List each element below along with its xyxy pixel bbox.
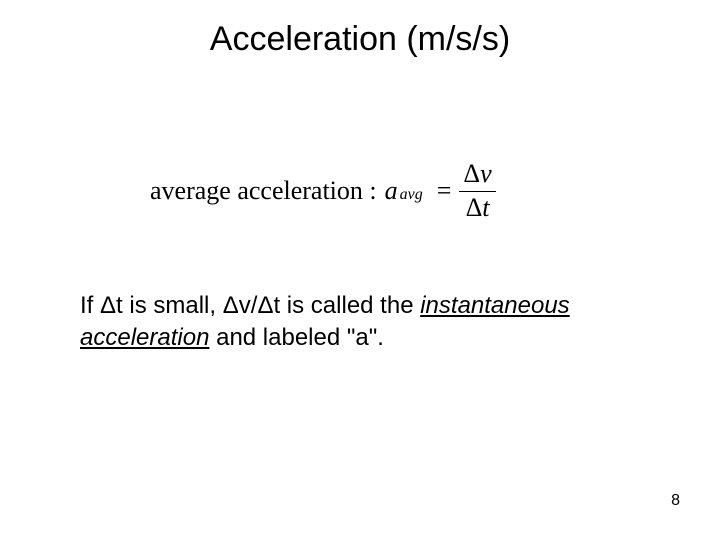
body-text: If Δt is small, Δv/Δt is called the inst… (80, 290, 640, 355)
slide: Acceleration (m/s/s) average acceleratio… (0, 0, 720, 540)
body-part2: is small, (123, 292, 223, 319)
equation-subscript-avg: avg (400, 186, 423, 204)
numerator-delta: Δ (463, 159, 480, 188)
equation-row: average acceleration : aavg = Δv Δt (150, 160, 496, 222)
page-number: 8 (671, 492, 680, 510)
fraction: Δv Δt (459, 160, 495, 222)
fraction-denominator: Δt (462, 194, 494, 223)
body-dt1-var: t (116, 292, 123, 319)
body-dv-delta: Δ (223, 292, 239, 319)
numerator-var: v (480, 159, 492, 188)
equation-label: average acceleration : (150, 176, 377, 206)
body-part1: If (80, 292, 100, 319)
body-dv-var: v (239, 292, 251, 319)
body-part4: and labeled "a". (209, 324, 384, 351)
body-part3: is called the (280, 292, 420, 319)
denominator-delta: Δ (466, 193, 483, 222)
fraction-bar (459, 191, 495, 192)
body-dt1-delta: Δ (100, 292, 116, 319)
equals-sign: = (437, 176, 452, 206)
slide-title: Acceleration (m/s/s) (0, 20, 720, 59)
fraction-numerator: Δv (459, 160, 495, 189)
body-dt2-delta: Δ (257, 292, 273, 319)
equation-symbol-a: a (385, 176, 398, 206)
denominator-var: t (482, 193, 489, 222)
